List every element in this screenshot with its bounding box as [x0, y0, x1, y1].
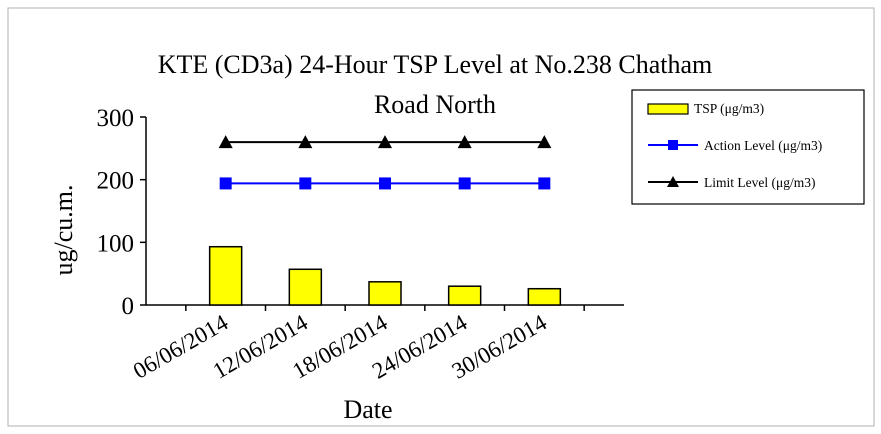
legend-item-action-level: Action Level (μg/m3): [648, 138, 822, 153]
legend-label-limit-level: Limit Level (μg/m3): [704, 175, 815, 190]
legend: TSP (μg/m3) Action Level (μg/m3) Limit L…: [631, 89, 865, 205]
y-tick-label: 300: [97, 105, 135, 132]
y-tick-label: 0: [122, 293, 135, 320]
chart-title-line2: Road North: [374, 90, 496, 119]
limit-level-marker: [537, 135, 552, 149]
y-tick-label: 100: [97, 230, 135, 257]
limit-level-marker: [457, 135, 472, 149]
limit-level-marker: [298, 135, 313, 149]
tsp-bar: [288, 268, 323, 306]
action-level-marker: [458, 177, 471, 190]
legend-item-tsp: TSP (μg/m3): [647, 101, 764, 116]
legend-marker-action-level: [668, 140, 678, 150]
legend-label-action-level: Action Level (μg/m3): [704, 138, 822, 153]
limit-level-marker: [378, 135, 392, 149]
chart-border: [7, 7, 875, 427]
limit-level-marker: [218, 135, 233, 149]
chart-title-line1: KTE (CD3a) 24-Hour TSP Level at No.238 C…: [158, 50, 713, 79]
legend-label-tsp: TSP (μg/m3): [694, 101, 764, 116]
action-level-marker: [538, 177, 551, 190]
action-level-marker: [379, 177, 391, 190]
tsp-bar: [527, 287, 562, 306]
tsp-bar: [447, 285, 482, 306]
y-axis-label: ug/cu.m.: [49, 185, 78, 276]
tsp-bar: [208, 245, 243, 306]
x-axis-label: Date: [343, 395, 392, 424]
action-level-marker: [219, 177, 232, 190]
y-tick-label: 200: [97, 168, 135, 195]
action-level-marker: [299, 177, 312, 190]
tsp-bar: [368, 281, 402, 306]
legend-marker-limit-level: [667, 176, 679, 187]
legend-swatch-tsp: [647, 103, 689, 115]
legend-item-limit-level: Limit Level (μg/m3): [648, 175, 815, 190]
